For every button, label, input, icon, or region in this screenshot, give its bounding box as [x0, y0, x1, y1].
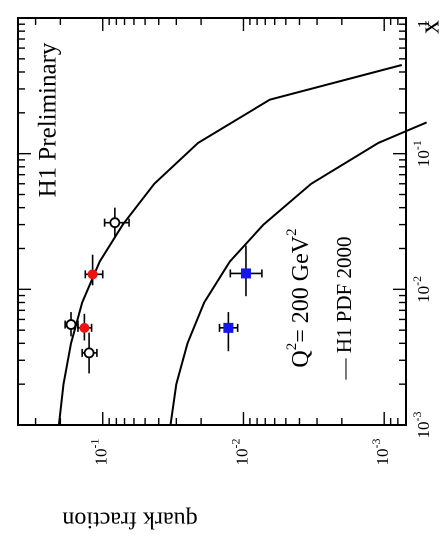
y-tick-label: 10-2 — [228, 439, 251, 466]
x-tick-label: 1 — [414, 20, 433, 29]
theory-curve-1 — [57, 64, 403, 426]
marker-filled-square — [223, 322, 234, 333]
x-tick-label: 10-3 — [410, 412, 433, 439]
y-axis-title: quark fraction — [62, 506, 197, 532]
data-point-filled-square — [218, 312, 239, 352]
marker-open-circle — [65, 319, 77, 330]
theory-curve-2 — [169, 121, 427, 426]
data-point-open-circle — [81, 332, 98, 374]
data-point-filled-circle — [84, 254, 104, 286]
data-point-filled-circle — [77, 313, 93, 341]
annotation-h1-pdf-2000: — H1 PDF 2000 — [332, 237, 356, 381]
x-tick-label: 10-1 — [410, 140, 433, 167]
plot-area: 10-3 10-2 10-1 1 10-3 10-2 10-1 x quark fraction… — [17, 17, 445, 533]
x-axis-title: x — [414, 20, 445, 34]
annotation-q2: Q2= 200 GeV2 — [284, 228, 313, 367]
y-tick-label: 10-1 — [87, 439, 110, 466]
annotation-h1-preliminary: H1 Preliminary — [35, 42, 62, 197]
x-tick-label: 10-2 — [410, 276, 433, 303]
marker-filled-circle — [79, 322, 90, 333]
marker-filled-circle — [87, 269, 98, 280]
data-point-filled-square — [229, 245, 263, 297]
marker-open-circle — [83, 347, 95, 359]
marker-open-circle — [109, 217, 121, 229]
marker-filled-square — [240, 268, 251, 279]
data-point-open-circle — [103, 207, 130, 238]
y-tick-label: 10-3 — [369, 439, 392, 466]
plot-frame — [17, 17, 407, 426]
